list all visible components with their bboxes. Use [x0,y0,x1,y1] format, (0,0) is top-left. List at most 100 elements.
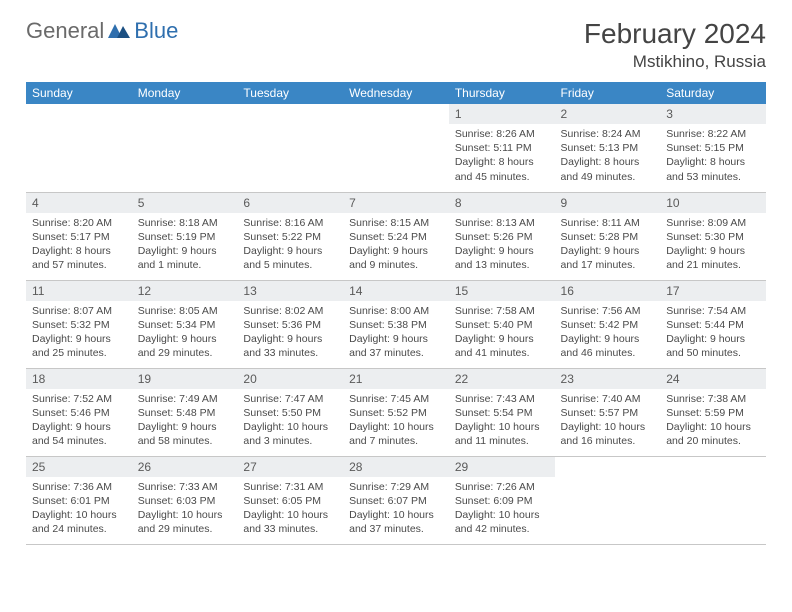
day-line: Sunset: 5:48 PM [138,406,232,420]
day-line: Sunrise: 8:07 AM [32,304,126,318]
weekday-header: Friday [555,82,661,104]
day-line: Daylight: 9 hours [138,332,232,346]
day-number: 22 [449,369,555,389]
day-line: Sunset: 6:05 PM [243,494,337,508]
day-line: Sunset: 5:52 PM [349,406,443,420]
day-number: 10 [660,193,766,213]
day-body: Sunrise: 7:47 AMSunset: 5:50 PMDaylight:… [237,389,343,455]
day-number: 14 [343,281,449,301]
day-line: Sunset: 5:42 PM [561,318,655,332]
day-line: Daylight: 9 hours [666,244,760,258]
day-line: Daylight: 9 hours [32,420,126,434]
day-body: Sunrise: 7:40 AMSunset: 5:57 PMDaylight:… [555,389,661,455]
day-line: Sunrise: 7:26 AM [455,480,549,494]
calendar-week-row: 11Sunrise: 8:07 AMSunset: 5:32 PMDayligh… [26,280,766,368]
day-number: 20 [237,369,343,389]
day-line: Sunset: 5:19 PM [138,230,232,244]
day-line: Daylight: 10 hours [455,420,549,434]
day-body: Sunrise: 8:24 AMSunset: 5:13 PMDaylight:… [555,124,661,190]
day-line: Sunrise: 7:33 AM [138,480,232,494]
day-number: 12 [132,281,238,301]
calendar-day-cell: 8Sunrise: 8:13 AMSunset: 5:26 PMDaylight… [449,192,555,280]
day-line: and 45 minutes. [455,170,549,184]
day-line: Sunset: 5:24 PM [349,230,443,244]
logo-triangle-icon [108,20,130,43]
day-line: and 46 minutes. [561,346,655,360]
day-line: Daylight: 9 hours [349,244,443,258]
calendar-day-cell: 19Sunrise: 7:49 AMSunset: 5:48 PMDayligh… [132,368,238,456]
calendar-day-cell: 9Sunrise: 8:11 AMSunset: 5:28 PMDaylight… [555,192,661,280]
day-body [555,477,661,486]
weekday-header-row: Sunday Monday Tuesday Wednesday Thursday… [26,82,766,104]
day-line: and 21 minutes. [666,258,760,272]
calendar-day-cell: 22Sunrise: 7:43 AMSunset: 5:54 PMDayligh… [449,368,555,456]
title-block: February 2024 Mstikhino, Russia [584,18,766,72]
day-line: Sunrise: 8:26 AM [455,127,549,141]
day-line: Sunrise: 7:31 AM [243,480,337,494]
day-line: Daylight: 10 hours [349,508,443,522]
calendar-day-cell: 15Sunrise: 7:58 AMSunset: 5:40 PMDayligh… [449,280,555,368]
calendar-day-cell [26,104,132,192]
calendar-week-row: 25Sunrise: 7:36 AMSunset: 6:01 PMDayligh… [26,456,766,544]
logo-text-general: General [26,18,104,44]
day-line: and 20 minutes. [666,434,760,448]
calendar-day-cell: 26Sunrise: 7:33 AMSunset: 6:03 PMDayligh… [132,456,238,544]
day-body: Sunrise: 8:13 AMSunset: 5:26 PMDaylight:… [449,213,555,279]
calendar-day-cell: 4Sunrise: 8:20 AMSunset: 5:17 PMDaylight… [26,192,132,280]
day-body: Sunrise: 8:02 AMSunset: 5:36 PMDaylight:… [237,301,343,367]
day-line: Sunset: 5:17 PM [32,230,126,244]
day-line: Sunrise: 7:56 AM [561,304,655,318]
day-line: and 24 minutes. [32,522,126,536]
day-body: Sunrise: 8:15 AMSunset: 5:24 PMDaylight:… [343,213,449,279]
day-line: Sunrise: 8:20 AM [32,216,126,230]
day-number: 11 [26,281,132,301]
day-line: and 5 minutes. [243,258,337,272]
day-number: 6 [237,193,343,213]
day-body [132,124,238,133]
day-line: Sunset: 5:22 PM [243,230,337,244]
day-line: and 7 minutes. [349,434,443,448]
day-number: 24 [660,369,766,389]
day-body: Sunrise: 7:45 AMSunset: 5:52 PMDaylight:… [343,389,449,455]
calendar-day-cell: 27Sunrise: 7:31 AMSunset: 6:05 PMDayligh… [237,456,343,544]
day-line: and 1 minute. [138,258,232,272]
day-line: Daylight: 9 hours [243,332,337,346]
day-body: Sunrise: 7:31 AMSunset: 6:05 PMDaylight:… [237,477,343,543]
day-line: Sunset: 5:40 PM [455,318,549,332]
calendar-day-cell: 18Sunrise: 7:52 AMSunset: 5:46 PMDayligh… [26,368,132,456]
day-number: 8 [449,193,555,213]
day-line: Daylight: 9 hours [455,244,549,258]
day-line: Sunset: 5:11 PM [455,141,549,155]
day-line: Sunset: 5:38 PM [349,318,443,332]
day-line: Daylight: 9 hours [455,332,549,346]
day-line: and 11 minutes. [455,434,549,448]
calendar-day-cell: 2Sunrise: 8:24 AMSunset: 5:13 PMDaylight… [555,104,661,192]
header: General Blue February 2024 Mstikhino, Ru… [26,18,766,72]
logo-text-blue: Blue [134,18,178,44]
day-number: 1 [449,104,555,124]
day-line: Daylight: 9 hours [561,332,655,346]
day-number: 16 [555,281,661,301]
calendar-day-cell: 11Sunrise: 8:07 AMSunset: 5:32 PMDayligh… [26,280,132,368]
calendar-day-cell: 1Sunrise: 8:26 AMSunset: 5:11 PMDaylight… [449,104,555,192]
day-line: Sunset: 5:59 PM [666,406,760,420]
day-body: Sunrise: 8:22 AMSunset: 5:15 PMDaylight:… [660,124,766,190]
weekday-header: Wednesday [343,82,449,104]
day-line: Daylight: 9 hours [349,332,443,346]
day-line: Sunset: 5:15 PM [666,141,760,155]
day-line: and 33 minutes. [243,346,337,360]
day-line: Daylight: 9 hours [243,244,337,258]
day-line: Daylight: 10 hours [349,420,443,434]
calendar-day-cell: 6Sunrise: 8:16 AMSunset: 5:22 PMDaylight… [237,192,343,280]
calendar-day-cell: 29Sunrise: 7:26 AMSunset: 6:09 PMDayligh… [449,456,555,544]
day-body: Sunrise: 8:16 AMSunset: 5:22 PMDaylight:… [237,213,343,279]
day-number: 29 [449,457,555,477]
day-line: Sunset: 5:44 PM [666,318,760,332]
day-line: Sunrise: 7:52 AM [32,392,126,406]
day-number: 15 [449,281,555,301]
day-body: Sunrise: 8:07 AMSunset: 5:32 PMDaylight:… [26,301,132,367]
day-line: Daylight: 10 hours [243,508,337,522]
day-line: and 42 minutes. [455,522,549,536]
day-line: Sunset: 5:30 PM [666,230,760,244]
calendar-day-cell: 12Sunrise: 8:05 AMSunset: 5:34 PMDayligh… [132,280,238,368]
